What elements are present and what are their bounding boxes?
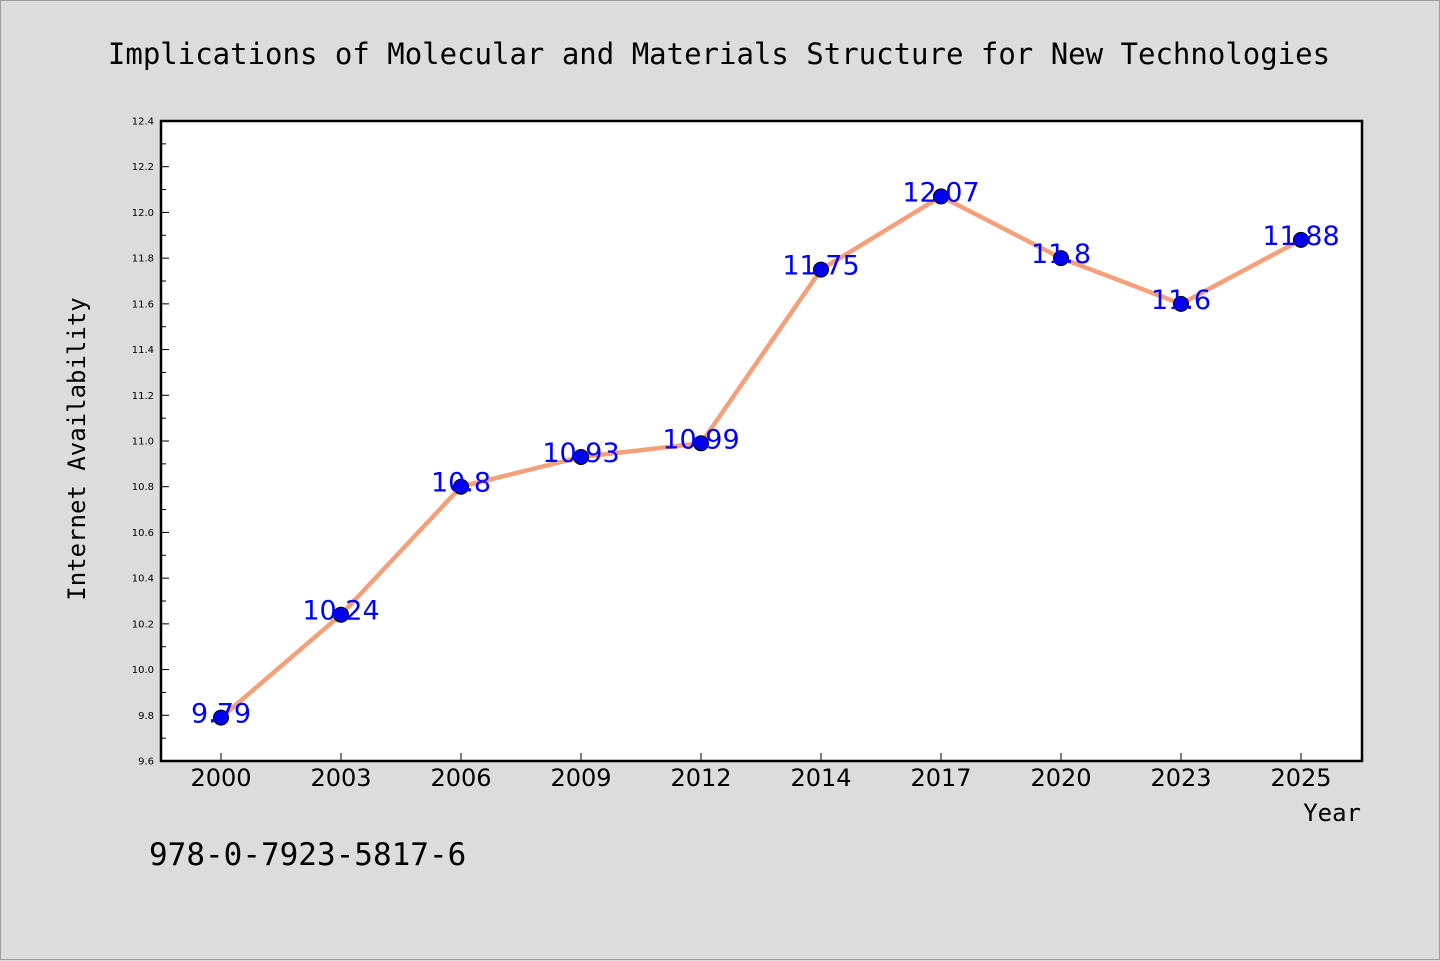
y-tick-label: 11.8 <box>132 254 154 265</box>
y-tick-label: 10.0 <box>132 665 154 676</box>
data-label: 10.8 <box>431 468 491 499</box>
data-point-marker <box>933 188 949 205</box>
x-tick-label: 2023 <box>1150 764 1211 792</box>
data-point-marker <box>453 478 469 495</box>
data-label: 10.93 <box>542 438 619 469</box>
data-label: 11.6 <box>1151 285 1211 316</box>
y-tick-label: 9.8 <box>138 711 154 722</box>
y-tick-label: 10.8 <box>132 482 154 493</box>
y-tick-label: 11.6 <box>132 299 154 310</box>
series-line-group <box>219 194 1303 720</box>
data-labels-group: 9.79 10.24 10.8 10.93 10.99 11.75 12.07 11.8 11.… <box>191 177 1340 729</box>
data-label: 10.24 <box>302 596 379 627</box>
chart-title: Implications of Molecular and Materials … <box>108 37 1330 71</box>
data-label: 10.99 <box>662 424 739 455</box>
x-tick-label: 2006 <box>430 764 491 792</box>
y-tick-label: 12.2 <box>132 162 154 173</box>
data-label: 11.8 <box>1031 239 1091 270</box>
data-point-marker <box>573 449 589 465</box>
data-point-marker <box>813 261 829 278</box>
plot-area <box>159 119 1364 763</box>
data-point-marker <box>1053 250 1069 267</box>
y-tick-label: 12.4 <box>132 117 154 128</box>
x-tick-label: 2014 <box>790 764 851 792</box>
x-tick-label: 2003 <box>310 764 371 792</box>
x-tick-label: 2012 <box>670 764 731 792</box>
y-tick-label: 10.6 <box>132 528 154 539</box>
y-tick-label: 10.2 <box>132 619 154 630</box>
y-tick-label: 11.0 <box>132 437 154 448</box>
y-tick-label: 12.0 <box>132 208 154 219</box>
data-point-marker <box>1293 231 1309 248</box>
x-axis-title: Year <box>1303 799 1361 827</box>
data-label: 11.75 <box>782 251 859 282</box>
y-tick-label: 10.4 <box>132 574 154 585</box>
data-point-marker <box>213 709 229 726</box>
y-tick-label: 9.6 <box>138 757 154 768</box>
x-tick-label: 2009 <box>550 764 611 792</box>
x-tick-label: 2000 <box>190 764 251 792</box>
data-point-marker <box>1173 295 1189 312</box>
data-label: 9.79 <box>191 699 251 730</box>
y-tick-label: 11.2 <box>132 391 154 402</box>
y-axis-title: Internet Availability <box>63 297 91 600</box>
x-axis: 2000 2003 2006 2009 2012 2014 2017 2020 2023 2025 <box>190 753 1332 792</box>
markers-group <box>213 188 1309 726</box>
isbn-footer: 978-0-7923-5817-6 <box>149 837 466 873</box>
x-tick-label: 2025 <box>1270 764 1331 792</box>
y-tick-label: 11.4 <box>132 345 154 356</box>
data-label: 12.07 <box>902 177 979 208</box>
y-axis: 9.6 9.8 10.0 10.2 10.4 10.6 10.8 11.0 11.2 11.4 11… <box>132 117 169 768</box>
data-point-marker <box>693 435 709 452</box>
series-line <box>219 194 1303 720</box>
x-tick-label: 2020 <box>1030 764 1091 792</box>
data-point-marker <box>333 606 349 623</box>
x-tick-label: 2017 <box>910 764 971 792</box>
data-label: 11.88 <box>1262 221 1339 252</box>
